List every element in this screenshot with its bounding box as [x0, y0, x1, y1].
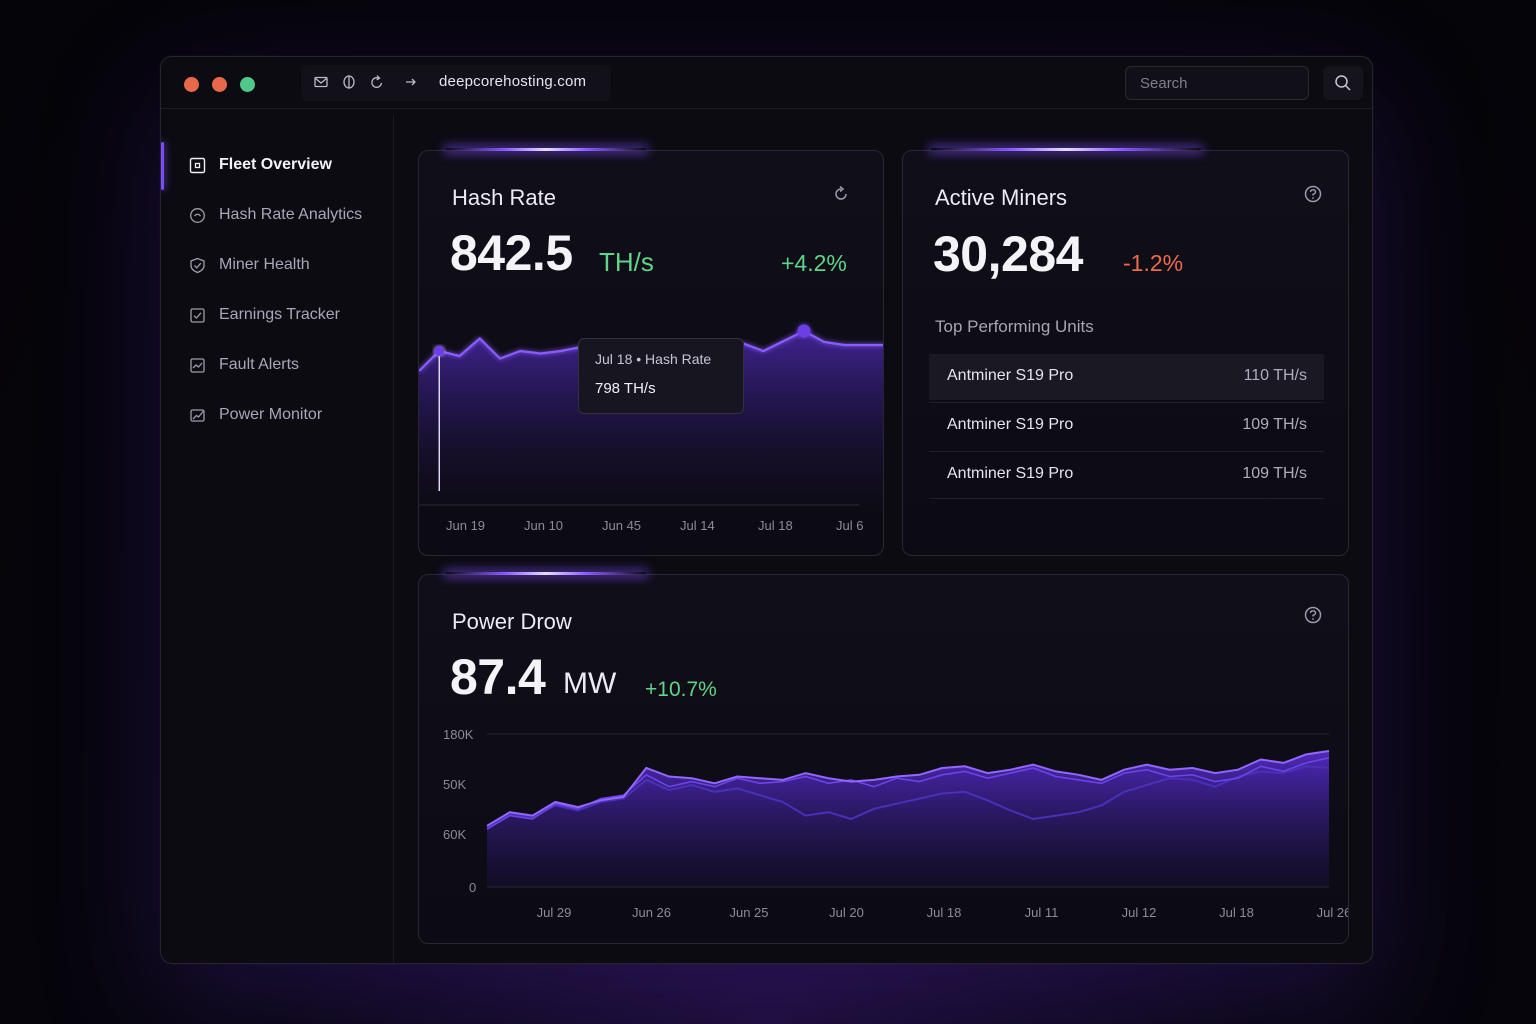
card-glow: [931, 148, 1201, 151]
sidebar-item-miner-health[interactable]: Miner Health: [161, 246, 394, 286]
sidebar-item-label: Hash Rate Analytics: [219, 206, 363, 223]
power-draw-title: Power Drow: [452, 609, 572, 634]
tooltip-value: 798 TH/s: [595, 380, 656, 397]
gauge-icon: [190, 208, 205, 223]
x-tick-label: Jul 18: [758, 518, 793, 533]
unit-name: Antminer S19 Pro: [947, 416, 1074, 433]
search-placeholder: Search: [1140, 75, 1188, 92]
x-tick-label: Jun 45: [602, 518, 642, 533]
sidebar-item-earnings-tracker[interactable]: Earnings Tracker: [161, 296, 394, 336]
power-draw-unit: MW: [563, 667, 617, 700]
power-series-line: [486, 750, 1330, 827]
check-square-icon: [190, 308, 205, 323]
hash-rate-value: 842.5: [450, 225, 573, 281]
x-tick-label: Jul 20: [829, 905, 864, 920]
tooltip-date: Jul 18: [595, 351, 633, 367]
x-tick-label: Jul 18: [927, 905, 962, 920]
tooltip-header: Jul 18 • Hash Rate: [595, 351, 712, 367]
hash-rate-card: Hash Rate 842.5 TH/s +4.2% Jul 18 • Hash…: [418, 150, 884, 556]
sidebar-item-label: Miner Health: [219, 256, 310, 273]
x-tick-label: Jun 19: [446, 518, 486, 533]
power-draw-card: Power Drow 87.4 MW +10.7% 180K 50K 60K 0 Jul…: [418, 574, 1349, 944]
x-tick-label: Jul 26: [1317, 905, 1349, 920]
url-text[interactable]: deepcorehosting.com: [439, 73, 587, 90]
sidebar-item-label: Power Monitor: [219, 406, 323, 423]
dashboard-icon: [189, 157, 206, 174]
list-item[interactable]: Antminer S19 Pro 110 TH/s: [929, 354, 1324, 400]
hash-rate-point[interactable]: [797, 324, 811, 338]
unit-rate: 110 TH/s: [1243, 367, 1307, 384]
title-bar: deepcorehosting.com Search: [161, 57, 1372, 109]
hash-rate-tooltip: Jul 18 • Hash Rate 798 TH/s: [578, 338, 744, 414]
shield-icon[interactable]: [341, 74, 357, 90]
y-tick-label: 0: [469, 880, 476, 895]
sidebar-item-hash-rate-analytics[interactable]: Hash Rate Analytics: [161, 196, 394, 236]
hash-rate-unit: TH/s: [599, 247, 654, 277]
card-glow: [446, 572, 646, 575]
active-miners-change: -1.2%: [1123, 250, 1184, 276]
browser-window: deepcorehosting.com Search Fleet Overvie…: [160, 56, 1373, 964]
address-bar[interactable]: [301, 65, 611, 101]
x-tick-label: Jun 26: [632, 905, 671, 920]
x-tick-label: Jul 11: [1025, 905, 1059, 920]
y-tick-label: 180K: [443, 727, 474, 742]
x-tick-label: Jul 29: [537, 905, 572, 920]
sidebar-item-label: Earnings Tracker: [219, 306, 340, 323]
sidebar-item-fleet-overview[interactable]: Fleet Overview: [161, 142, 394, 190]
chart-alert-icon: [190, 358, 205, 373]
power-area: [487, 751, 1329, 887]
x-tick-label: Jul 14: [680, 518, 715, 533]
forward-icon[interactable]: [403, 74, 419, 90]
sidebar-item-label: Fault Alerts: [219, 356, 300, 373]
unit-name: Antminer S19 Pro: [947, 465, 1074, 482]
reload-icon[interactable]: [369, 74, 385, 90]
x-tick-label: Jun 25: [729, 905, 768, 920]
hash-rate-title: Hash Rate: [452, 185, 556, 210]
x-tick-label: Jul 6: [836, 518, 864, 533]
search-input[interactable]: Search: [1125, 66, 1309, 100]
mail-icon[interactable]: [313, 74, 329, 90]
search-button[interactable]: [1323, 66, 1363, 100]
list-item[interactable]: Antminer S19 Pro 109 TH/s: [929, 402, 1324, 448]
help-icon[interactable]: [1303, 605, 1323, 625]
minimize-window-button[interactable]: [212, 77, 227, 92]
hash-rate-change: +4.2%: [781, 250, 847, 276]
unit-rate: 109 TH/s: [1242, 416, 1307, 433]
sidebar-item-fault-alerts[interactable]: Fault Alerts: [161, 346, 394, 386]
y-tick-label: 60K: [443, 827, 466, 842]
power-draw-change: +10.7%: [645, 678, 717, 701]
card-glow: [446, 148, 646, 151]
list-item[interactable]: Antminer S19 Pro 109 TH/s: [929, 451, 1324, 499]
x-tick-label: Jun 10: [524, 518, 564, 533]
refresh-icon[interactable]: [831, 184, 851, 204]
sidebar-item-power-monitor[interactable]: Power Monitor: [161, 396, 394, 436]
close-window-button[interactable]: [184, 77, 199, 92]
active-miners-value: 30,284: [933, 226, 1083, 282]
power-draw-chart: 180K 50K 60K 0 Jul 29 Jun 26 Jun 25 Jul 20 Jul 1…: [443, 727, 1349, 920]
x-tick-label: Jul 12: [1122, 905, 1157, 920]
sidebar-item-label: Fleet Overview: [219, 156, 332, 173]
hash-rate-point[interactable]: [434, 346, 445, 356]
active-miners-title: Active Miners: [935, 185, 1068, 210]
unit-rate: 109 TH/s: [1242, 465, 1307, 482]
help-icon[interactable]: [1303, 184, 1323, 204]
power-series-line: [486, 765, 1330, 829]
power-draw-value: 87.4: [450, 649, 546, 705]
search-icon: [1335, 75, 1351, 91]
maximize-window-button[interactable]: [240, 77, 255, 92]
unit-name: Antminer S19 Pro: [947, 367, 1074, 384]
hash-rate-area: [419, 331, 883, 505]
shield-check-icon: [190, 257, 205, 274]
tooltip-series: Hash Rate: [645, 351, 712, 367]
x-tick-label: Jul 18: [1219, 905, 1254, 920]
sidebar: Fleet Overview Hash Rate Analytics Miner…: [161, 115, 394, 963]
active-miners-card: Active Miners 30,284 -1.2% Top Performin…: [902, 150, 1349, 556]
power-chart-icon: [190, 409, 205, 422]
top-units-title: Top Performing Units: [935, 317, 1094, 336]
y-tick-label: 50K: [443, 777, 466, 792]
